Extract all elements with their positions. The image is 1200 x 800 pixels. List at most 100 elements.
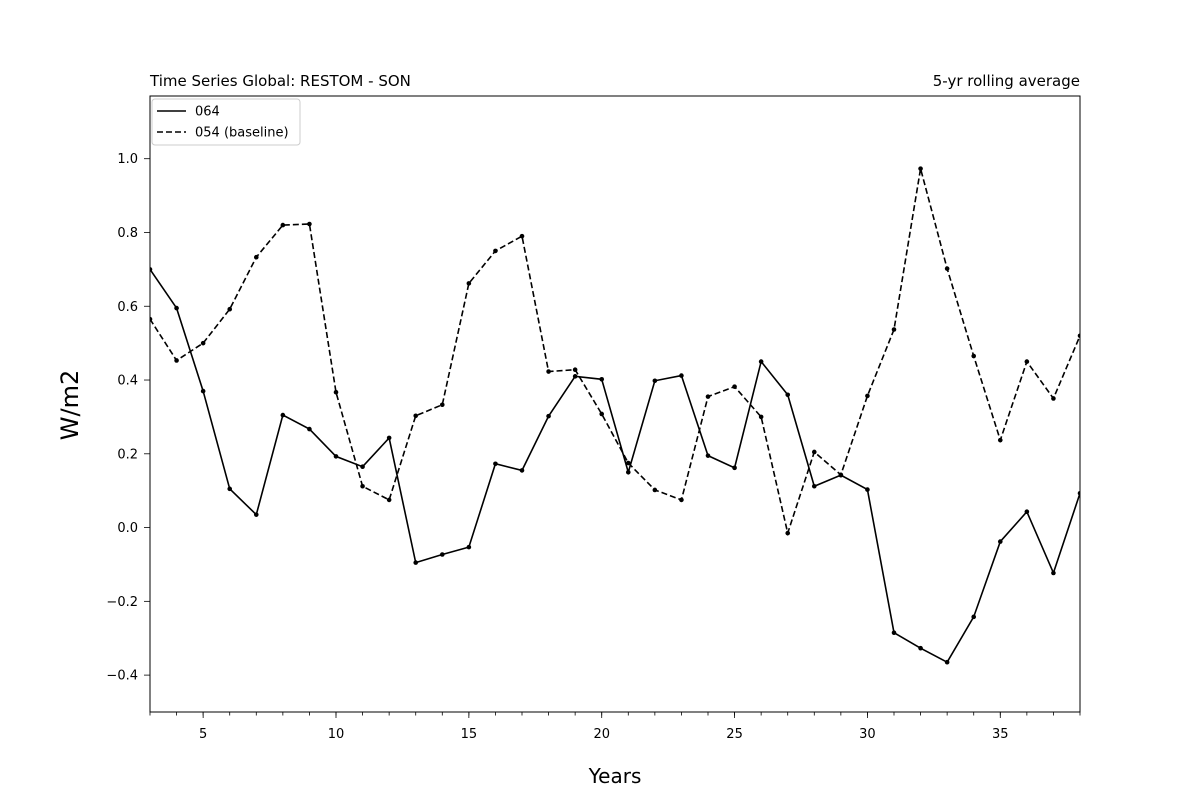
series-0-point [439, 552, 445, 557]
series-0-point [705, 453, 711, 458]
series-0-point [971, 614, 977, 620]
y-tick-label: 0.6 [117, 300, 138, 315]
x-tick-label: 25 [726, 727, 743, 742]
series-1-point [174, 358, 179, 363]
series-1-point [386, 497, 392, 503]
series-1-point [519, 233, 525, 239]
series-1-point [891, 327, 897, 332]
series-1-point [280, 222, 286, 228]
series-0-point [891, 630, 897, 635]
series-1-point [413, 413, 419, 419]
x-tick-label: 30 [859, 727, 876, 742]
series-0-point [413, 560, 419, 565]
series-0-point [227, 486, 233, 492]
series-1-point [1024, 359, 1030, 364]
series-1-point [971, 353, 977, 359]
series-1-point [944, 266, 950, 271]
series-0-point [466, 544, 472, 550]
series-0-point [679, 373, 684, 378]
x-tick-label: 20 [593, 727, 610, 742]
series-0-point [785, 392, 791, 398]
series-1-point [1077, 333, 1080, 339]
x-tick-label: 35 [992, 727, 1009, 742]
series-0-point [1051, 570, 1056, 576]
series-1-point [838, 472, 844, 478]
series-0-point [200, 388, 206, 394]
series-1-point [865, 393, 870, 399]
chart-title: Time Series Global: RESTOM - SON [150, 72, 411, 90]
series-0-point [546, 413, 551, 419]
series-0-point [150, 267, 153, 272]
series-1-point [572, 367, 578, 372]
series-1-point [599, 411, 605, 417]
series-0-point [732, 465, 737, 471]
x-axis-label: Years [588, 764, 642, 788]
y-tick-label: 1.0 [117, 152, 138, 167]
series-0-point [811, 483, 817, 489]
series-1-point [918, 166, 923, 171]
y-tick-label: −0.2 [106, 595, 138, 610]
legend: 064 054 (baseline) [151, 98, 301, 146]
series-0-point [865, 487, 870, 492]
series-1-point [679, 497, 684, 503]
series-line-1 [150, 168, 1080, 537]
x-tick-label: 5 [199, 727, 207, 742]
series-0-point [280, 412, 286, 418]
series-0-point [758, 359, 764, 364]
legend-label: 064 [195, 105, 220, 120]
series-1-point [333, 389, 339, 395]
series-1-point [253, 254, 259, 260]
series-1-point [200, 340, 206, 346]
series-1-point [785, 530, 791, 536]
y-axis-ticks: −0.4 −0.2 0.0 0.2 0.4 0.6 0.8 1.0 [106, 152, 150, 684]
plot-area-frame [149, 95, 1081, 713]
series-0-point [625, 469, 631, 475]
series-0-point [1077, 490, 1080, 496]
series-1-point [546, 369, 551, 374]
chart-subtitle: 5-yr rolling average [932, 72, 1080, 90]
series-0-point [333, 454, 339, 459]
series-0-point [174, 305, 179, 311]
series-0-point [918, 645, 923, 651]
series-0-point [1024, 509, 1030, 515]
y-tick-label: 0.0 [117, 521, 138, 536]
series-1-point [360, 483, 365, 489]
series-1-point [466, 281, 472, 286]
series-0-point [519, 468, 525, 473]
series-1-point [1051, 396, 1056, 401]
y-tick-label: 0.8 [117, 226, 138, 241]
legend-label: 054 (baseline) [195, 126, 289, 141]
series-0-point [599, 376, 605, 382]
series-1-point [439, 402, 445, 408]
series-1-point [705, 394, 711, 399]
series-0-point [944, 659, 950, 665]
series-1-point [625, 460, 631, 466]
series-1-point [758, 414, 764, 420]
series-1-point [732, 384, 737, 389]
series-0-point [360, 464, 365, 470]
series-0-point [307, 426, 312, 432]
x-axis-ticks: 5 10 15 20 25 30 35 [149, 712, 1081, 742]
y-tick-label: −0.4 [106, 669, 138, 684]
series-0-point [253, 512, 259, 517]
series-line-0 [150, 268, 1080, 664]
legend-box [151, 98, 301, 146]
series-group [150, 166, 1080, 665]
series-0-point [997, 539, 1003, 544]
series-1-point [227, 306, 233, 312]
series-1-point [150, 316, 153, 322]
series-0-point [572, 374, 578, 379]
series-1-point [997, 437, 1003, 443]
series-1-point [307, 221, 312, 227]
series-0-point [493, 461, 498, 467]
x-tick-label: 15 [461, 727, 478, 742]
series-0-point [652, 378, 658, 384]
x-tick-label: 10 [328, 727, 345, 742]
series-1-point [493, 248, 498, 254]
series-1-point [811, 449, 817, 455]
y-tick-label: 0.4 [117, 374, 138, 389]
series-0-point [386, 435, 392, 441]
series-1-point [652, 487, 658, 493]
